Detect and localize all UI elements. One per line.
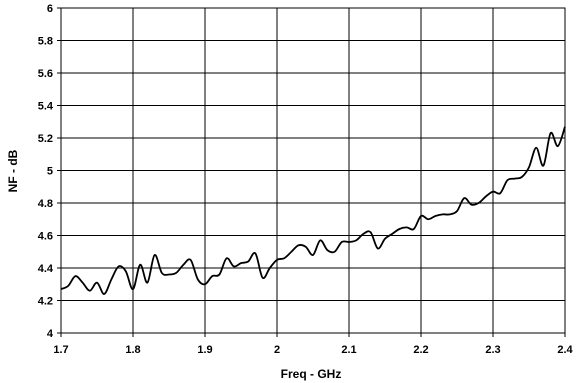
x-tick-label: 1.7 [53, 344, 68, 356]
y-tick-label: 5.2 [38, 133, 53, 145]
x-tick-label: 2.3 [485, 344, 500, 356]
x-tick-label: 1.9 [197, 344, 212, 356]
series-layer [60, 126, 566, 295]
y-tick-label: 5.6 [38, 68, 53, 80]
x-tick-labels: 1.7 1.8 1.9 2 2.1 2.2 2.3 2.4 [53, 344, 573, 356]
y-tick-label: 4.4 [38, 263, 54, 275]
plot-frame [60, 7, 566, 334]
y-tick-label: 4 [47, 328, 54, 340]
y-tick-label: 6 [47, 3, 53, 15]
x-tick-label: 2.1 [341, 344, 356, 356]
y-tick-label: 4.8 [38, 198, 53, 210]
y-tick-label: 5 [47, 166, 53, 178]
y-tick-label: 4.2 [38, 296, 53, 308]
x-tick-label: 2.2 [413, 344, 428, 356]
x-tick-label: 1.8 [125, 344, 140, 356]
series-line [60, 126, 566, 295]
y-tick-label: 5.8 [38, 36, 53, 48]
y-axis-title: NF - dB [6, 149, 20, 192]
y-tick-label: 5.4 [38, 101, 54, 113]
x-axis-title: Freq - GHz [281, 367, 342, 381]
y-tick-label: 4.6 [38, 231, 53, 243]
x-tick-label: 2 [274, 344, 280, 356]
y-tick-labels: 4 4.2 4.4 4.6 4.8 5 5.2 5.4 5.6 5.8 6 [38, 3, 54, 340]
x-tick-label: 2.4 [557, 344, 573, 356]
plot-area-border [60, 7, 566, 334]
